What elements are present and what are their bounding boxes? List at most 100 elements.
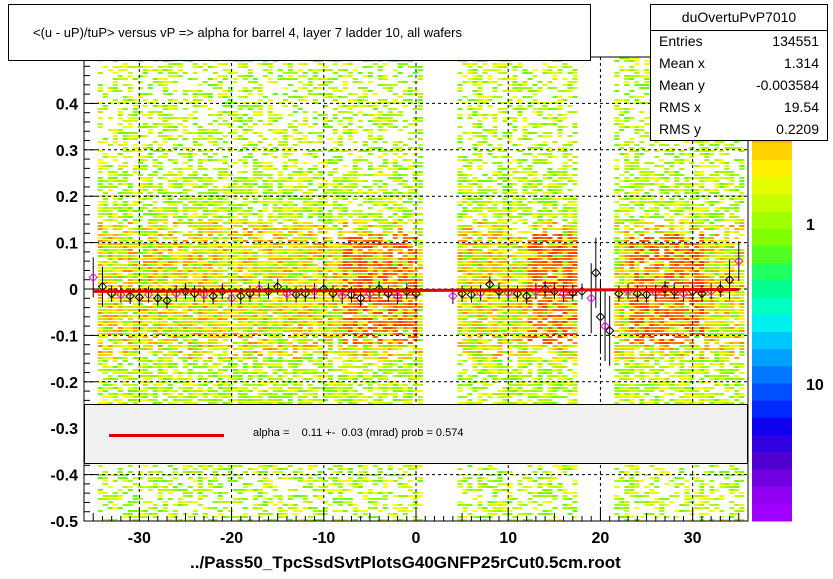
palette-swatch	[752, 452, 792, 470]
profile-point	[734, 256, 744, 266]
stats-value: -0.003584	[755, 77, 819, 93]
palette-swatch	[752, 383, 792, 402]
y-tick-label: -0.1	[50, 328, 78, 345]
profile-point	[392, 291, 403, 301]
profile-point	[651, 288, 661, 298]
profile-point	[337, 291, 347, 301]
palette-swatch	[752, 400, 792, 419]
palette-swatch	[752, 211, 792, 230]
profile-point	[282, 288, 292, 299]
profile-point	[466, 289, 477, 300]
chart-title: <(u - uP)/tuP> versus vP => alpha for ba…	[33, 25, 462, 40]
stats-label: Entries	[659, 33, 703, 49]
x-tick-label: 0	[412, 530, 421, 547]
palette-swatch	[752, 177, 792, 195]
x-tick-label: -10	[312, 530, 335, 547]
profile-point	[300, 288, 311, 299]
profile-point	[125, 291, 135, 301]
palette-swatch	[752, 142, 792, 161]
palette-swatch	[752, 503, 792, 522]
profile-point	[678, 288, 689, 299]
fit-legend-line	[109, 434, 224, 437]
profile-point	[558, 288, 569, 299]
profile-point	[521, 291, 532, 301]
profile-point	[88, 272, 98, 283]
profile-point	[614, 288, 624, 299]
palette-swatch	[752, 349, 792, 367]
palette-swatch	[752, 469, 792, 488]
profile-point	[346, 289, 357, 300]
palette-swatch	[752, 160, 792, 178]
x-axis: -30 -20 -10 0 10 20 30	[92, 509, 740, 547]
x-tick-label: 20	[592, 530, 610, 547]
x-tick-label: -20	[220, 530, 243, 547]
palette-swatch	[752, 297, 792, 316]
y-tick-label: 0	[69, 282, 78, 299]
palette-swatch	[752, 194, 792, 213]
palette-swatch	[752, 417, 792, 436]
y-tick-label: 0.4	[56, 96, 78, 113]
profile-point	[724, 275, 735, 285]
stats-label: RMS x	[659, 99, 701, 115]
profile-point	[600, 321, 610, 331]
profile-point	[485, 279, 495, 290]
profile-point	[328, 288, 338, 299]
stats-label: Mean x	[659, 55, 705, 71]
y-tick-label: -0.3	[50, 421, 78, 438]
profile-point	[143, 289, 154, 300]
palette-label: 10	[806, 377, 824, 394]
palette-swatch	[752, 280, 792, 299]
palette-swatch	[752, 486, 792, 505]
profile-point	[448, 291, 458, 301]
fit-legend: alpha = 0.11 +- 0.03 (mrad) prob = 0.574	[84, 404, 748, 464]
y-tick-label: 0.2	[56, 189, 78, 206]
profile-point	[586, 293, 596, 303]
y-axis: -0.5 -0.4 -0.3 -0.2 -0.1 0 0.1 0.2 0.3 0.4	[50, 56, 96, 531]
y-tick-label: -0.5	[50, 514, 78, 531]
profile-point	[254, 284, 264, 294]
palette-swatch	[752, 435, 792, 453]
x-tick-label: -30	[128, 530, 151, 547]
profile-point	[116, 289, 126, 300]
stats-name: duOvertuPvP7010	[681, 9, 797, 25]
profile-point	[226, 293, 237, 303]
stats-value: 0.2209	[776, 121, 819, 137]
stats-row-rms-y: RMS y 0.2209	[659, 121, 819, 141]
stats-label: RMS y	[659, 121, 701, 137]
profile-point	[134, 292, 145, 303]
x-tick-label: 30	[684, 530, 702, 547]
palette-swatch	[752, 263, 792, 281]
footer-filename: ../Pass50_TpcSsdSvtPlotsG40GNFP25rCut0.5…	[190, 553, 621, 572]
profile-point	[383, 288, 394, 299]
stats-value: 134551	[772, 33, 819, 49]
profile-point	[595, 312, 606, 322]
profile-point	[512, 288, 523, 299]
profile-point	[374, 284, 384, 294]
fit-legend-text: alpha = 0.11 +- 0.03 (mrad) prob = 0.574	[253, 427, 464, 439]
profile-point	[540, 284, 550, 294]
profile-point	[236, 291, 246, 301]
profile-point	[715, 284, 726, 294]
palette-label: 1	[806, 217, 815, 234]
fit-line	[93, 287, 739, 293]
profile-point	[591, 268, 601, 278]
y-tick-label: 0.3	[56, 143, 78, 160]
stats-box: duOvertuPvP7010 Entries 134551 Mean x 1.…	[650, 4, 828, 141]
palette-swatch	[752, 246, 792, 264]
stats-label: Mean y	[659, 77, 705, 93]
palette-swatch	[752, 366, 792, 384]
y-tick-label: 0.1	[56, 236, 78, 253]
profile-point	[457, 288, 467, 299]
stats-row-rms-x: RMS x 19.54	[659, 99, 819, 119]
x-tick-label: 10	[499, 530, 517, 547]
profile-point	[153, 293, 163, 303]
stats-row-entries: Entries 134551	[659, 33, 819, 53]
profile-point	[355, 293, 366, 303]
profile-point	[411, 288, 421, 299]
profile-point	[632, 288, 643, 299]
palette-swatch	[752, 332, 792, 350]
profile-point	[641, 289, 652, 300]
stats-row-mean-x: Mean x 1.314	[659, 55, 819, 75]
profile-point	[660, 284, 670, 294]
